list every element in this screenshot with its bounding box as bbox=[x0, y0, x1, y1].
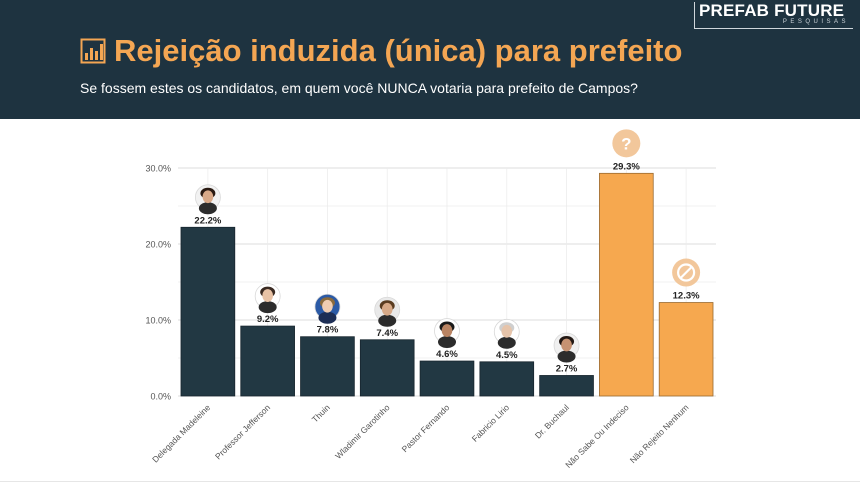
x-tick-label: Fabricio Lirio bbox=[470, 402, 512, 444]
data-label: 4.5% bbox=[496, 350, 518, 361]
x-tick-label: Dr. Buchaul bbox=[533, 402, 571, 440]
bar-delegada-madeleine bbox=[180, 226, 236, 397]
data-label: 9.2% bbox=[257, 314, 279, 325]
x-tick-label: Wladimir Garotinho bbox=[333, 402, 392, 461]
bar-fabricio-lirio bbox=[479, 361, 535, 397]
brand-logo: PREFAB FUTURE PESQUISAS bbox=[694, 1, 853, 29]
candidate-avatar bbox=[254, 283, 281, 314]
candidate-avatar bbox=[374, 296, 401, 327]
data-label: 22.2% bbox=[194, 215, 221, 226]
data-label: 12.3% bbox=[673, 291, 700, 302]
data-label: 7.4% bbox=[376, 328, 398, 339]
data-label: 2.7% bbox=[556, 363, 578, 374]
x-tick-label: Não Sabe Ou Indeciso bbox=[563, 402, 631, 470]
data-label: 4.6% bbox=[436, 349, 458, 360]
x-axis-ticks: Delegada Madeleine Professor Jefferson Thu… bbox=[150, 402, 690, 470]
bar-chart-icon bbox=[80, 38, 106, 64]
page-title: Rejeição induzida (única) para prefeito bbox=[114, 33, 683, 68]
y-axis-ticks: 0.0% 10.0% 20.0% 30.0% bbox=[145, 164, 171, 402]
data-labels: 22.2% 9.2% 7.8% 7.4% 4.6% 4.5% 2.7% 29.3% 12.3% bbox=[194, 161, 700, 374]
bar-dr-buchaul bbox=[539, 375, 594, 397]
svg-text:?: ? bbox=[621, 134, 631, 153]
question-icon: ? bbox=[612, 129, 641, 158]
x-tick-label: Thuin bbox=[310, 402, 332, 424]
bar-n-o-sabe-ou-indeciso bbox=[599, 172, 654, 397]
bar-n-o-rejeito-nenhum bbox=[658, 302, 714, 397]
y-tick-label: 30.0% bbox=[145, 164, 171, 174]
bar-wladimir-garotinho bbox=[359, 339, 415, 397]
candidate-avatar bbox=[314, 293, 341, 324]
data-label: 7.8% bbox=[317, 325, 339, 336]
page-subtitle: Se fossem estes os candidatos, em quem v… bbox=[80, 80, 638, 96]
footer-divider bbox=[0, 481, 860, 482]
bar-markers: ? bbox=[194, 129, 701, 363]
logo-main-text: PREFAB FUTURE bbox=[699, 1, 845, 20]
x-tick-label: Delegada Madeleine bbox=[150, 402, 212, 464]
title-row: Rejeição induzida (única) para prefeito bbox=[80, 28, 682, 74]
bars bbox=[180, 172, 714, 397]
x-tick-label: Pastor Fernando bbox=[400, 402, 452, 454]
header-banner: Rejeição induzida (única) para prefeito … bbox=[0, 0, 860, 119]
candidate-avatar bbox=[434, 318, 460, 349]
x-tick-label: Não Rejeito Nenhum bbox=[628, 402, 691, 465]
bar-pastor-fernando bbox=[419, 360, 475, 397]
y-tick-label: 20.0% bbox=[145, 240, 171, 250]
x-tick-label: Professor Jefferson bbox=[213, 402, 272, 461]
candidate-avatar bbox=[553, 332, 580, 363]
bar-thuin bbox=[300, 336, 355, 397]
bar-chart: 0.0% 10.0% 20.0% 30.0% ? 22.2% 9.2% 7.8% 7.4% 4… bbox=[145, 129, 716, 470]
y-tick-label: 10.0% bbox=[145, 316, 171, 326]
candidate-avatar bbox=[493, 318, 520, 349]
logo-sub-text: PESQUISAS bbox=[782, 19, 849, 25]
y-tick-label: 0.0% bbox=[150, 392, 171, 402]
no-entry-icon bbox=[672, 258, 701, 287]
candidate-avatar bbox=[194, 184, 221, 215]
bar-professor-jefferson bbox=[240, 325, 295, 397]
data-label: 29.3% bbox=[613, 161, 640, 172]
